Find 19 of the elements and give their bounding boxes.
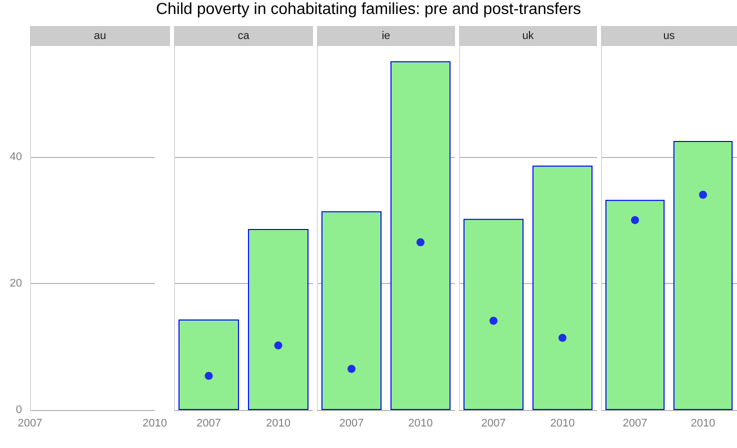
- chart-title: Child poverty in cohabitating families: pre and post-transfers: [154, 1, 582, 19]
- x-tick-label: 2007: [339, 418, 364, 430]
- x-tick-label: 2010: [550, 418, 575, 430]
- x-tick-label: 2010: [690, 418, 716, 430]
- chart-subtitle: au: [30, 26, 170, 46]
- y-tick-label: 0: [16, 404, 22, 416]
- x-tick-label: 2010: [266, 418, 290, 430]
- chart-subtitle: ie: [317, 26, 455, 46]
- x-tick-label: 2010: [142, 418, 168, 430]
- chart-subtitle: uk: [459, 26, 597, 46]
- x-tick-label: 2007: [481, 418, 506, 430]
- x-tick-label: 2010: [408, 418, 433, 430]
- chart-subtitle: ca: [174, 26, 313, 46]
- y-tick-label: 40: [10, 150, 22, 163]
- chart-subtitle: us: [601, 26, 737, 46]
- x-tick-label: 2007: [18, 418, 42, 430]
- x-tick-label: 2007: [622, 418, 648, 430]
- x-tick-label: 2007: [196, 418, 221, 430]
- y-tick-label: 20: [10, 277, 22, 290]
